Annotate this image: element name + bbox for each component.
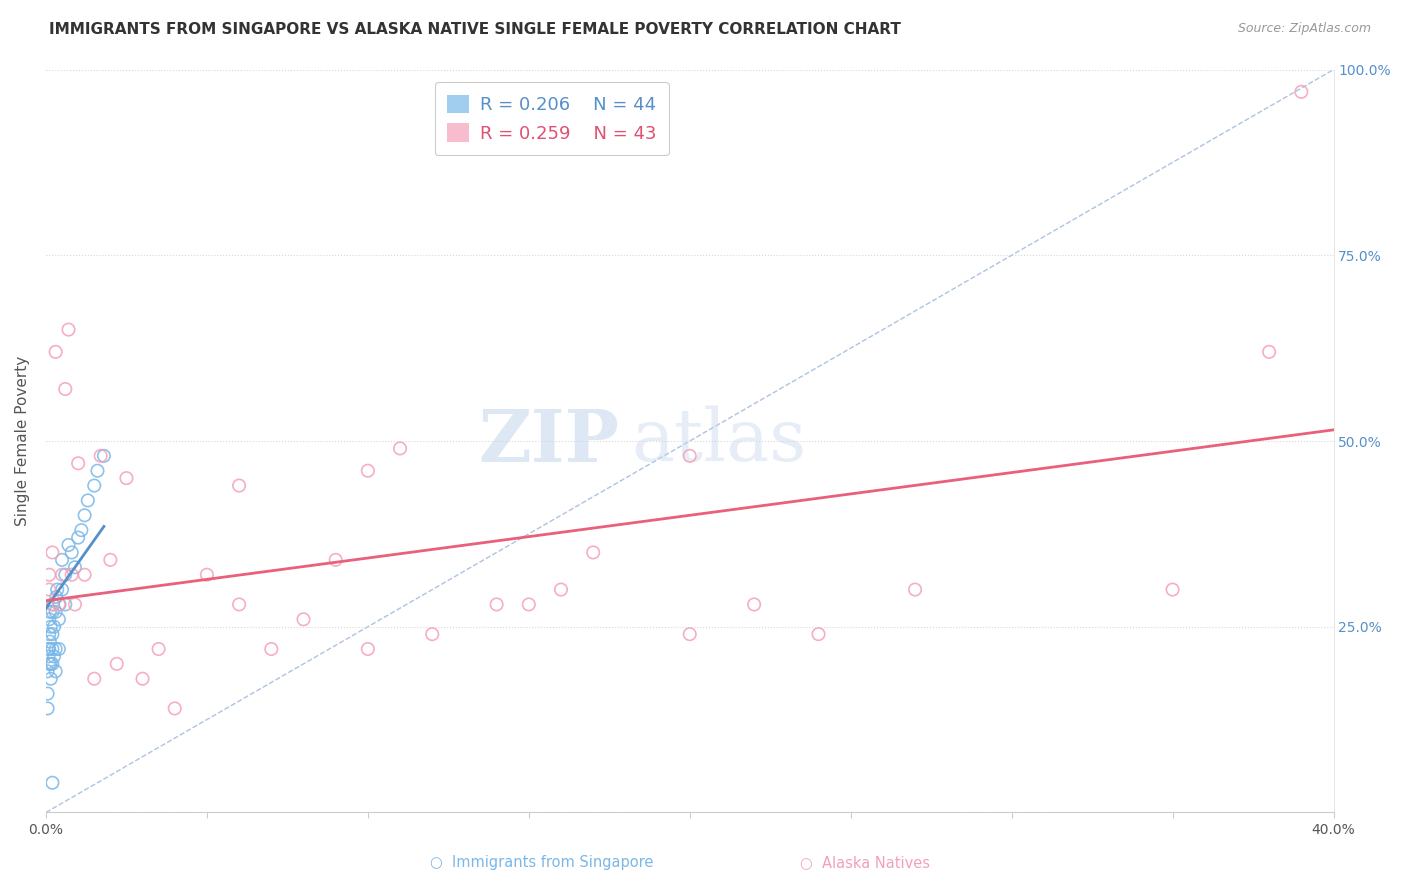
- Point: [45, 590, 67, 604]
- Point: [48, 612, 70, 626]
- Point: [53, 382, 76, 396]
- Point: [38, 642, 60, 657]
- Point: [73, 508, 96, 523]
- Point: [485, 598, 508, 612]
- Point: [38, 642, 60, 657]
- Point: [76, 493, 98, 508]
- Point: [48, 642, 70, 657]
- Point: [39, 620, 62, 634]
- Text: Source: ZipAtlas.com: Source: ZipAtlas.com: [1237, 22, 1371, 36]
- Point: [38, 605, 60, 619]
- Point: [38, 657, 60, 671]
- Point: [105, 657, 128, 671]
- Point: [131, 672, 153, 686]
- Point: [41, 627, 63, 641]
- Point: [63, 598, 86, 612]
- Point: [1161, 582, 1184, 597]
- Point: [37, 665, 59, 679]
- Point: [904, 582, 927, 597]
- Point: [51, 582, 73, 597]
- Point: [550, 582, 572, 597]
- Point: [39, 672, 62, 686]
- Point: [48, 598, 70, 612]
- Point: [45, 605, 67, 619]
- Point: [38, 567, 60, 582]
- Point: [228, 598, 250, 612]
- Point: [41, 657, 63, 671]
- Point: [292, 612, 315, 626]
- Point: [83, 672, 105, 686]
- Point: [48, 598, 70, 612]
- Point: [37, 687, 59, 701]
- Text: IMMIGRANTS FROM SINGAPORE VS ALASKA NATIVE SINGLE FEMALE POVERTY CORRELATION CHA: IMMIGRANTS FROM SINGAPORE VS ALASKA NATI…: [49, 22, 901, 37]
- Point: [742, 598, 765, 612]
- Point: [53, 567, 76, 582]
- Point: [517, 598, 540, 612]
- Point: [37, 701, 59, 715]
- Point: [420, 627, 443, 641]
- Point: [38, 582, 60, 597]
- Point: [67, 456, 90, 470]
- Point: [58, 538, 80, 552]
- Point: [163, 701, 186, 715]
- Point: [1291, 85, 1313, 99]
- Point: [679, 449, 702, 463]
- Point: [41, 545, 63, 559]
- Point: [38, 612, 60, 626]
- Point: [51, 567, 73, 582]
- Text: ZIP: ZIP: [478, 406, 619, 476]
- Point: [807, 627, 830, 641]
- Point: [46, 582, 69, 597]
- Point: [73, 567, 96, 582]
- Point: [93, 449, 115, 463]
- Point: [41, 598, 63, 612]
- Point: [41, 605, 63, 619]
- Point: [63, 560, 86, 574]
- Point: [58, 322, 80, 336]
- Point: [38, 649, 60, 664]
- Point: [83, 478, 105, 492]
- Point: [38, 634, 60, 648]
- Point: [1258, 344, 1281, 359]
- Point: [98, 553, 121, 567]
- Y-axis label: Single Female Poverty: Single Female Poverty: [15, 356, 30, 526]
- Point: [38, 627, 60, 641]
- Point: [60, 567, 83, 582]
- Point: [195, 567, 218, 582]
- Legend: R = 0.206    N = 44, R = 0.259    N = 43: R = 0.206 N = 44, R = 0.259 N = 43: [434, 82, 669, 155]
- Point: [67, 531, 90, 545]
- Text: atlas: atlas: [631, 406, 807, 476]
- Point: [45, 344, 67, 359]
- Point: [357, 464, 380, 478]
- Point: [51, 553, 73, 567]
- Point: [260, 642, 283, 657]
- Point: [39, 657, 62, 671]
- Point: [86, 464, 108, 478]
- Point: [148, 642, 170, 657]
- Point: [357, 642, 380, 657]
- Point: [582, 545, 605, 559]
- Point: [42, 598, 65, 612]
- Point: [41, 642, 63, 657]
- Point: [41, 775, 63, 789]
- Text: ○  Immigrants from Singapore: ○ Immigrants from Singapore: [430, 855, 652, 870]
- Point: [42, 620, 65, 634]
- Point: [53, 598, 76, 612]
- Point: [228, 478, 250, 492]
- Point: [389, 442, 412, 456]
- Point: [90, 449, 112, 463]
- Point: [45, 665, 67, 679]
- Point: [115, 471, 138, 485]
- Point: [45, 642, 67, 657]
- Point: [42, 649, 65, 664]
- Point: [60, 545, 83, 559]
- Point: [70, 523, 93, 537]
- Text: ○  Alaska Natives: ○ Alaska Natives: [800, 855, 929, 870]
- Point: [325, 553, 347, 567]
- Point: [679, 627, 702, 641]
